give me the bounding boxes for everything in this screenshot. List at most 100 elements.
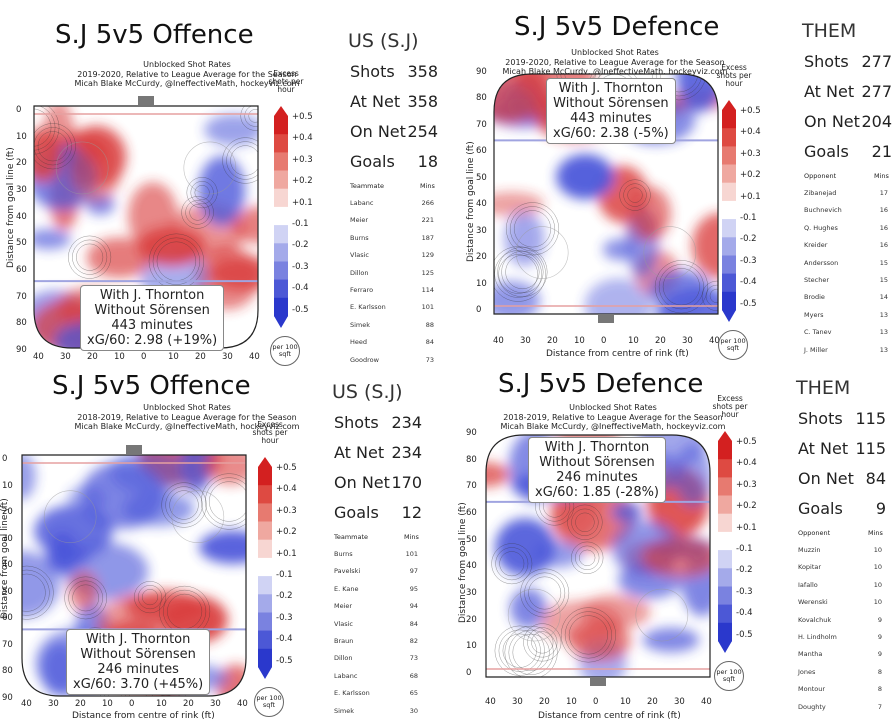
x-tick-label: 20 <box>75 699 86 709</box>
list-mins: 16 <box>879 223 888 232</box>
colorbar-segment <box>274 225 288 244</box>
colorbar-tick: -0.1 <box>292 219 309 229</box>
colorbar-tick: +0.5 <box>736 437 757 447</box>
colorbar-top-arrow <box>274 106 288 116</box>
list-name: C. Tanev <box>804 328 832 337</box>
colorbar-tick: -0.1 <box>740 213 757 223</box>
y-tick-label: 30 <box>466 588 477 598</box>
list-mins: 125 <box>421 268 434 277</box>
contour-line <box>568 615 608 655</box>
contour-line <box>662 268 700 306</box>
colorbar-bottom-arrow <box>258 667 272 679</box>
contour-line <box>494 246 546 302</box>
contour-line <box>502 633 537 668</box>
heat-blob-blue <box>199 530 246 564</box>
colorbar-segment <box>718 531 732 551</box>
y-tick-label: 80 <box>466 454 477 465</box>
colorbar-tick: +0.1 <box>292 197 313 208</box>
colorbar-segment <box>258 521 272 541</box>
list-header: Mins <box>420 182 435 190</box>
colorbar-segment <box>722 164 736 184</box>
stat-label: On Net <box>798 469 854 488</box>
faceoff-circle <box>55 141 109 195</box>
contour-line <box>575 545 600 570</box>
colorbar-tick: +0.2 <box>292 176 313 187</box>
y-tick-label: 70 <box>476 119 487 130</box>
colorbar-segment <box>718 459 732 478</box>
colorbar-tick: -0.3 <box>740 255 757 266</box>
y-tick-label: 60 <box>16 265 27 275</box>
chart-subtitle: Unblocked Shot Rates 2019-2020, Relative … <box>74 60 300 88</box>
heat-blob-blue <box>602 238 636 261</box>
x-tick-label: 10 <box>168 352 179 362</box>
colorbar-tick: +0.4 <box>276 484 297 495</box>
colorbar-tick: +0.5 <box>740 106 761 116</box>
list-mins: 17 <box>879 189 888 197</box>
contour-line <box>579 549 596 566</box>
panel-defence-2018: S.J 5v5 Defence Unblocked Shot Rates 2018… <box>448 361 896 722</box>
y-axis-label: Distance from goal line (ft) <box>458 502 468 623</box>
stat-value: 12 <box>401 503 422 522</box>
x-tick-label: 40 <box>493 336 504 346</box>
colorbar-tick: -0.5 <box>740 298 757 309</box>
y-tick-label: 40 <box>476 199 487 210</box>
contour-line <box>185 200 210 225</box>
heat-blob-red <box>232 206 258 244</box>
x-tick-label: 30 <box>60 352 71 362</box>
contour-line <box>72 239 108 275</box>
y-tick-label: 60 <box>476 146 487 157</box>
heat-blob-blue <box>533 540 583 568</box>
x-tick-label: 30 <box>210 699 221 709</box>
contour-line <box>165 486 203 524</box>
stat-value: 18 <box>417 152 438 171</box>
rink-boards <box>493 73 719 315</box>
y-tick-label: 90 <box>2 693 13 703</box>
colorbar-bottom-arrow <box>718 641 732 653</box>
contour-line <box>72 584 100 612</box>
contour-line <box>659 74 699 93</box>
colorbar-segment <box>718 568 732 587</box>
heat-blob-red <box>494 74 549 124</box>
list-mins: 84 <box>425 338 434 347</box>
stat-value: 115 <box>855 409 886 428</box>
colorbar-segment <box>258 612 272 632</box>
contour-line <box>494 625 545 676</box>
colorbar-segment <box>274 188 288 208</box>
list-name: Labanc <box>350 199 374 207</box>
annotation-box: With J. Thornton Without Sörensen 443 minu… <box>80 285 225 351</box>
x-tick-label: 20 <box>647 697 658 707</box>
heat-blob-red <box>486 462 510 487</box>
contour-line <box>248 109 258 123</box>
x-tick-label: 0 <box>593 697 599 707</box>
chart-title: S.J 5v5 Defence <box>498 369 704 399</box>
chart-title: S.J 5v5 Offence <box>55 20 254 50</box>
colorbar-tick: +0.4 <box>292 133 313 144</box>
contour-line <box>567 504 603 540</box>
list-mins: 14 <box>879 293 888 302</box>
list-mins: 16 <box>879 241 888 250</box>
colorbar-segment <box>274 206 288 226</box>
contour-line <box>709 288 718 303</box>
contour-line <box>34 127 72 166</box>
y-axis-label: Distance from goal line (ft) <box>0 498 10 619</box>
colorbar-segment <box>722 237 736 256</box>
contour-line <box>152 237 201 285</box>
y-tick-label: 20 <box>16 158 27 169</box>
heat-blob-blue <box>122 492 195 527</box>
contour-line <box>200 473 246 530</box>
colorbar-segment <box>258 576 272 595</box>
y-tick-label: 30 <box>16 185 27 195</box>
colorbar-tick: +0.5 <box>292 112 313 122</box>
y-tick-label: 40 <box>16 211 27 222</box>
y-tick-label: 20 <box>466 614 477 625</box>
colorbar-title: Excess shots per hour <box>712 394 748 419</box>
list-name: Ferraro <box>350 286 374 294</box>
x-tick-label: 30 <box>674 697 685 707</box>
heat-blob-blue <box>45 545 90 568</box>
faceoff-circle <box>43 490 97 544</box>
colorbar-segment <box>258 557 272 577</box>
contour-line <box>571 508 599 536</box>
side-heading: US (S.J) <box>332 381 403 403</box>
list-name: Stecher <box>804 276 830 284</box>
panel-offence-2018: S.J 5v5 Offence Unblocked Shot Rates 2018… <box>0 361 448 722</box>
